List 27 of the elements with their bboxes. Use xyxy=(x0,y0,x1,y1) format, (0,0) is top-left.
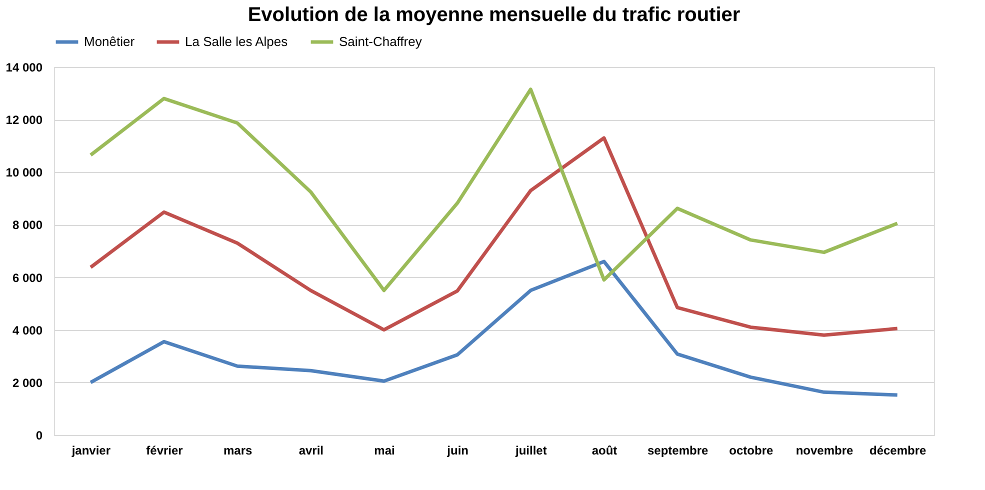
x-tick-label: mars xyxy=(223,444,253,458)
y-tick-label: 10 000 xyxy=(6,166,43,180)
legend-label: La Salle les Alpes xyxy=(185,34,288,49)
x-tick-label: avril xyxy=(298,444,324,458)
x-tick-label: août xyxy=(592,444,618,458)
x-tick-label: janvier xyxy=(70,444,111,458)
line-series xyxy=(88,260,900,397)
y-tick-label: 4 000 xyxy=(12,323,43,338)
line-series xyxy=(88,136,900,337)
chart-title: Evolution de la moyenne mensuelle du trafic routier xyxy=(248,4,740,26)
y-tick-label: 0 xyxy=(36,428,43,442)
legend-label: Saint-Chaffrey xyxy=(339,34,422,49)
x-tick-label: juin xyxy=(446,444,468,458)
x-tick-label: septembre xyxy=(647,444,708,458)
y-tick-label: 14 000 xyxy=(6,60,43,74)
y-tick-label: 2 000 xyxy=(12,376,43,390)
x-tick-label: février xyxy=(146,444,184,458)
y-tick-label: 6 000 xyxy=(12,270,43,285)
x-tick-label: octobre xyxy=(729,444,774,458)
x-tick-label: novembre xyxy=(796,444,854,458)
line-series xyxy=(88,88,900,292)
x-tick-label: décembre xyxy=(869,444,927,458)
legend-label: Monêtier xyxy=(84,34,136,49)
y-tick-label: 8 000 xyxy=(12,218,43,232)
x-tick-label: juillet xyxy=(514,444,547,458)
x-tick-label: mai xyxy=(374,444,395,458)
y-tick-label: 12 000 xyxy=(6,113,43,128)
